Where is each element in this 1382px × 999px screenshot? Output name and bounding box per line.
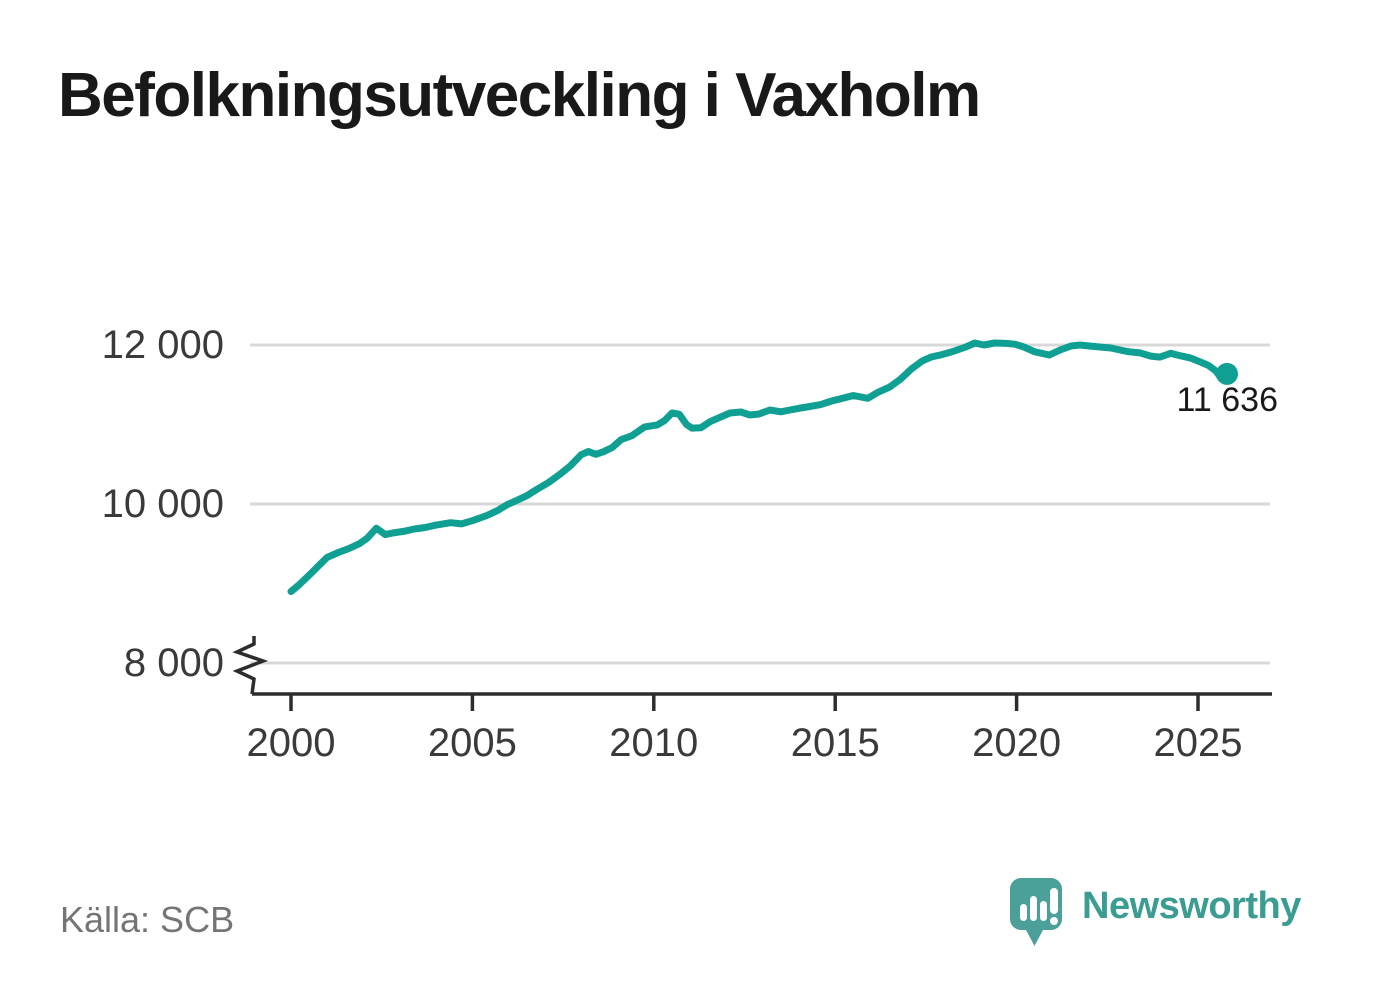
end-value-label: 11 636	[1177, 381, 1278, 419]
y-axis-label-8000: 8 000	[124, 641, 224, 685]
end-point-dot	[1216, 362, 1238, 385]
population-line	[287, 339, 1231, 595]
logo-bar-short	[1020, 904, 1027, 921]
newsworthy-speech-bubble-bar-chart-icon	[1010, 878, 1062, 946]
logo-exclamation-bar	[1050, 888, 1058, 914]
logo-bar-medium	[1040, 901, 1047, 921]
source-caption: Källa: SCB	[60, 899, 235, 940]
chart-title: Befolkningsutveckling i Vaxholm	[58, 61, 981, 130]
x-axis-label-2010: 2010	[609, 721, 698, 765]
x-axis-label-2020: 2020	[972, 721, 1061, 765]
y-axis-break-zigzag	[232, 636, 269, 695]
newsworthy-wordmark: Newsworthy	[1082, 885, 1301, 927]
x-axis-label-2000: 2000	[247, 721, 336, 765]
population-line-chart: 8 000 10 000 12 000 2000 2005 2010 2015 2020 202…	[102, 323, 1278, 765]
x-axis-label-2015: 2015	[791, 721, 880, 765]
x-axis-label-2005: 2005	[428, 721, 517, 765]
logo-bar-tall	[1030, 896, 1037, 921]
y-axis-label-12000: 12 000	[102, 323, 224, 367]
logo-exclamation-dot	[1050, 917, 1058, 925]
newsworthy-logo: Newsworthy	[1008, 876, 1301, 950]
y-axis-label-10000: 10 000	[102, 482, 224, 526]
x-axis-label-2025: 2025	[1154, 721, 1243, 765]
